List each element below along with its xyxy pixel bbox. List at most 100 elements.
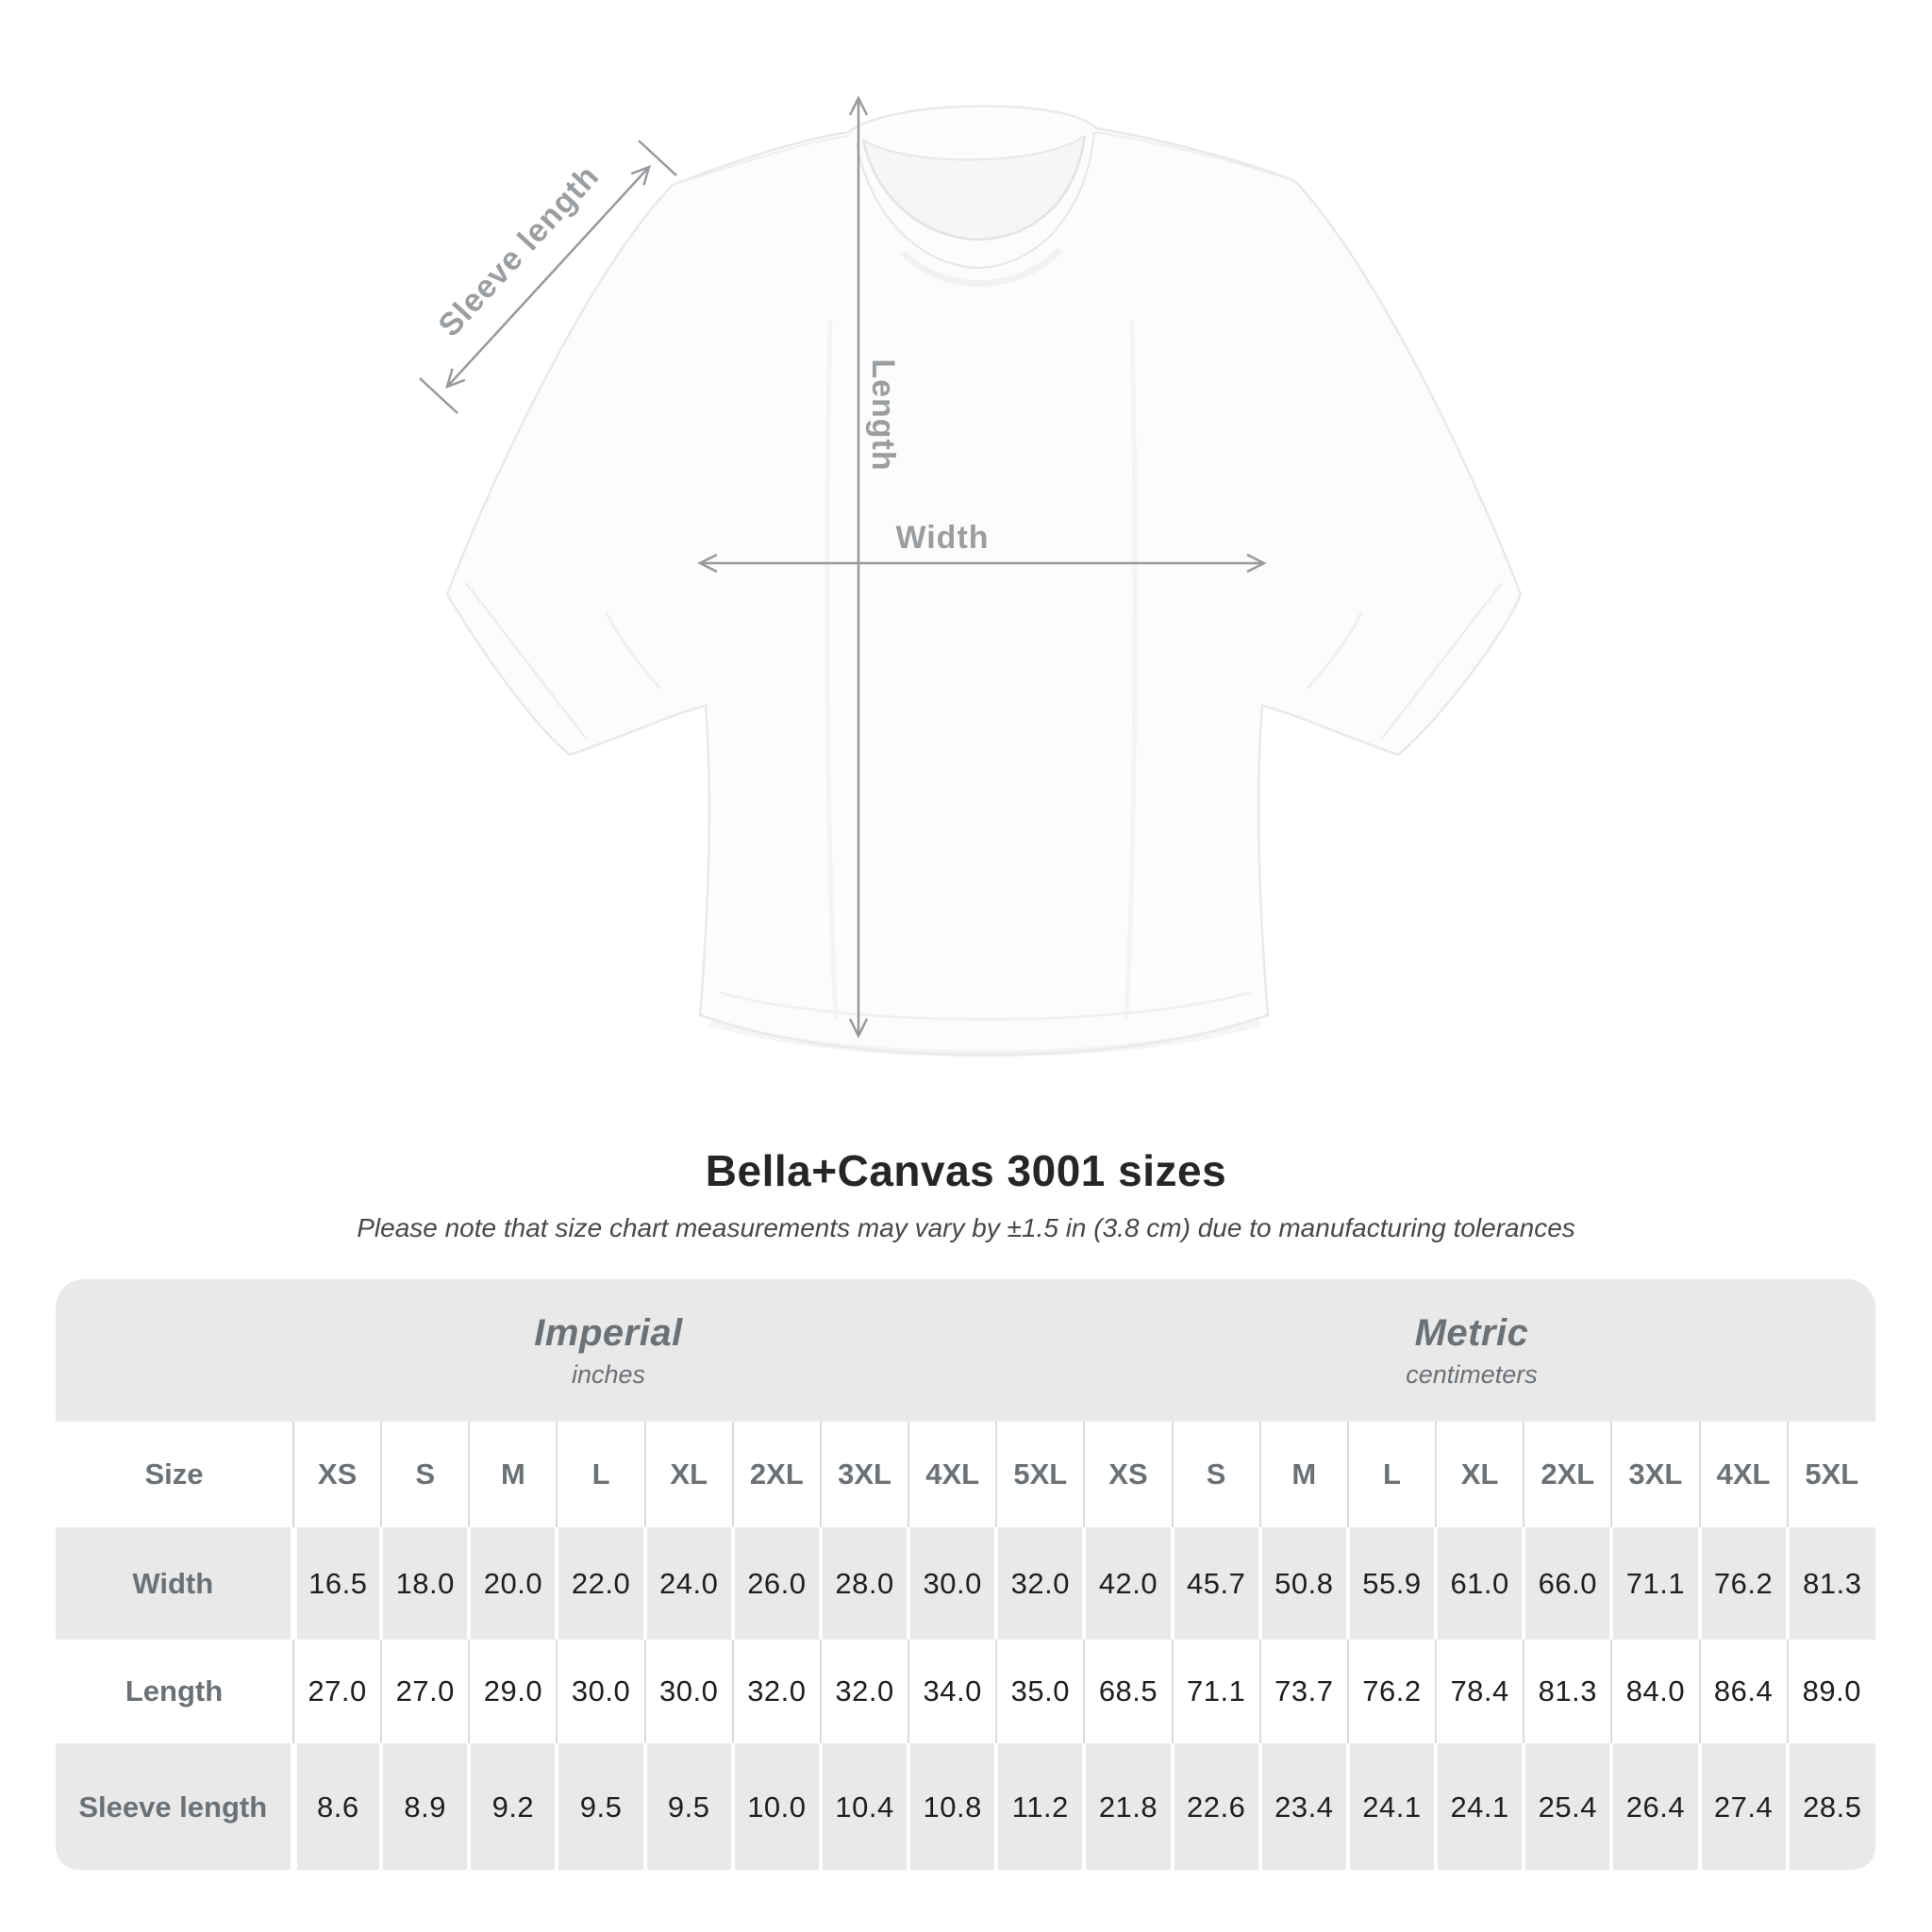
size-header-metric-2xl: 2XL (1523, 1422, 1612, 1527)
measurement-row-sleeve-length: Sleeve length 8.6 8.9 9.2 9.5 9.5 10.0 10.4 10.8… (56, 1743, 1875, 1870)
metric-value-cell: 76.2 (1346, 1640, 1437, 1743)
size-header-metric-xl: XL (1435, 1422, 1524, 1527)
measurement-row-width: Width 16.5 18.0 20.0 22.0 24.0 26.0 28.0 30.0 32.… (56, 1527, 1875, 1640)
metric-value-cell: 28.5 (1785, 1743, 1875, 1870)
imperial-value-cell: 27.0 (380, 1640, 470, 1743)
size-corner-header: Size (144, 1457, 204, 1491)
metric-value-cell: 21.8 (1082, 1743, 1173, 1870)
metric-value-cell: 22.6 (1170, 1743, 1260, 1870)
imperial-value-cell: 24.0 (642, 1527, 733, 1640)
size-header-metric-s: S (1171, 1422, 1260, 1527)
imperial-value-cell: 22.0 (555, 1527, 645, 1640)
imperial-value-cell: 9.5 (642, 1743, 733, 1870)
width-label: Width (895, 520, 989, 556)
metric-unit-label: centimeters (1406, 1359, 1538, 1389)
imperial-value-cell: 8.9 (379, 1743, 470, 1870)
metric-value-cell: 78.4 (1435, 1640, 1524, 1743)
metric-value-cell: 26.4 (1609, 1743, 1700, 1870)
imperial-value-cell: 20.0 (467, 1527, 558, 1640)
size-header-imperial-m: M (468, 1422, 558, 1527)
metric-value-cell: 24.1 (1434, 1743, 1524, 1870)
metric-value-cell: 68.5 (1083, 1640, 1173, 1743)
size-header-imperial-5xl: 5XL (995, 1422, 1085, 1527)
metric-value-cell: 27.4 (1697, 1743, 1788, 1870)
metric-value-cell: 89.0 (1786, 1640, 1875, 1743)
imperial-value-cell: 18.0 (379, 1527, 470, 1640)
length-label: Length (865, 358, 901, 471)
metric-value-cell: 55.9 (1345, 1527, 1437, 1640)
metric-value-cell: 50.8 (1257, 1527, 1348, 1640)
length-dimension-line (848, 95, 869, 1039)
imperial-value-cell: 9.5 (555, 1743, 645, 1870)
metric-value-cell: 84.0 (1610, 1640, 1700, 1743)
sleeve-dimension-line (419, 140, 677, 414)
row-label: Sleeve length (78, 1790, 268, 1824)
size-header-imperial-l: L (556, 1422, 645, 1527)
imperial-value-cell: 28.0 (818, 1527, 909, 1640)
size-table-panel: Imperial inches Metric centimeters Size X… (56, 1279, 1875, 1870)
row-label: Length (125, 1674, 224, 1707)
imperial-unit-header: Imperial inches (534, 1279, 682, 1422)
metric-label: Metric (1414, 1311, 1529, 1354)
dimension-lines (419, 95, 1267, 1039)
size-header-imperial-s: S (380, 1422, 470, 1527)
imperial-value-cell: 34.0 (908, 1640, 997, 1743)
tshirt-diagram: Sleeve length Length Width (419, 95, 1523, 1058)
width-dimension-line (697, 553, 1267, 574)
imperial-value-cell: 9.2 (467, 1743, 558, 1870)
imperial-unit-label: inches (571, 1359, 646, 1389)
imperial-value-cell: 26.0 (730, 1527, 821, 1640)
size-header-metric-m: M (1258, 1422, 1348, 1527)
metric-value-cell: 76.2 (1697, 1527, 1788, 1640)
size-header-metric-xs: XS (1083, 1422, 1173, 1527)
size-table: Size XS S M L XL 2XL 3XL 4XL 5XL XS S M L XL 2XL 3XL 4XL 5… (56, 1422, 1875, 1870)
metric-value-cell: 81.3 (1523, 1640, 1612, 1743)
imperial-value-cell: 10.4 (818, 1743, 909, 1870)
metric-value-cell: 66.0 (1522, 1527, 1612, 1640)
metric-value-cell: 81.3 (1785, 1527, 1875, 1640)
metric-value-cell: 71.1 (1609, 1527, 1700, 1640)
measurement-row-length: Length 27.0 27.0 29.0 30.0 30.0 32.0 32.0 34.0 35… (56, 1640, 1875, 1743)
imperial-value-cell: 35.0 (995, 1640, 1085, 1743)
size-header-metric-l: L (1346, 1422, 1437, 1527)
metric-value-cell: 61.0 (1434, 1527, 1524, 1640)
tshirt-illustration (445, 105, 1523, 1058)
imperial-value-cell: 30.0 (556, 1640, 645, 1743)
metric-value-cell: 42.0 (1082, 1527, 1173, 1640)
row-label: Width (132, 1566, 214, 1600)
size-header-imperial-xs: XS (291, 1422, 382, 1527)
size-header-metric-4xl: 4XL (1698, 1422, 1788, 1527)
imperial-value-cell: 11.2 (994, 1743, 1085, 1870)
metric-value-cell: 45.7 (1170, 1527, 1260, 1640)
imperial-value-cell: 32.0 (819, 1640, 909, 1743)
metric-value-cell: 71.1 (1171, 1640, 1260, 1743)
size-header-row: Size XS S M L XL 2XL 3XL 4XL 5XL XS S M L XL 2XL 3XL 4XL 5… (56, 1422, 1875, 1527)
size-header-metric-3xl: 3XL (1610, 1422, 1700, 1527)
imperial-value-cell: 32.0 (731, 1640, 821, 1743)
imperial-value-cell: 8.6 (290, 1743, 382, 1870)
metric-value-cell: 86.4 (1698, 1640, 1788, 1743)
imperial-value-cell: 29.0 (468, 1640, 558, 1743)
tolerance-note: Please note that size chart measurements… (357, 1213, 1575, 1242)
size-header-metric-5xl: 5XL (1786, 1422, 1875, 1527)
imperial-value-cell: 16.5 (290, 1527, 382, 1640)
imperial-value-cell: 10.8 (907, 1743, 997, 1870)
units-band: Imperial inches Metric centimeters (56, 1279, 1875, 1422)
size-header-imperial-4xl: 4XL (908, 1422, 997, 1527)
metric-value-cell: 23.4 (1257, 1743, 1348, 1870)
size-header-imperial-3xl: 3XL (819, 1422, 909, 1527)
imperial-value-cell: 27.0 (291, 1640, 382, 1743)
metric-value-cell: 25.4 (1522, 1743, 1612, 1870)
imperial-value-cell: 30.0 (643, 1640, 733, 1743)
imperial-value-cell: 10.0 (730, 1743, 821, 1870)
size-header-imperial-2xl: 2XL (731, 1422, 821, 1527)
imperial-value-cell: 32.0 (994, 1527, 1085, 1640)
imperial-label: Imperial (534, 1311, 683, 1354)
metric-value-cell: 73.7 (1258, 1640, 1348, 1743)
page-title: Bella+Canvas 3001 sizes (705, 1146, 1227, 1195)
metric-value-cell: 24.1 (1345, 1743, 1437, 1870)
imperial-value-cell: 30.0 (907, 1527, 997, 1640)
size-header-imperial-xl: XL (643, 1422, 733, 1527)
metric-unit-header: Metric centimeters (1406, 1279, 1538, 1422)
